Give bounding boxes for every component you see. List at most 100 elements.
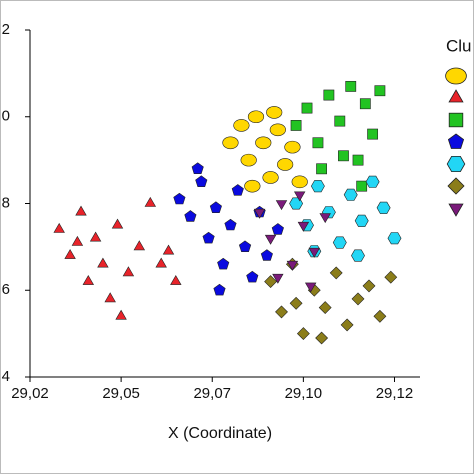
point [255,136,272,150]
point [293,191,306,202]
x-axis-label: X (Coordinate) [168,425,272,442]
point [264,234,277,245]
point [290,120,302,131]
legend-marker [448,89,464,103]
point [356,180,368,192]
point [289,296,303,310]
point [318,301,332,315]
point [351,249,365,262]
point [373,309,387,323]
point [244,179,261,193]
point [262,171,279,184]
point [224,218,237,231]
point [222,136,239,150]
point [217,257,230,270]
point [233,119,250,132]
point [352,154,364,166]
legend-marker [448,203,464,217]
point [173,192,186,205]
y-tick-label: 6 [2,281,10,298]
point [308,247,321,258]
point [297,221,310,232]
point [97,257,109,268]
y-tick-label: 8 [2,194,10,211]
point [202,231,215,244]
legend-marker [447,133,465,149]
point [384,270,398,284]
x-tick-label: 29,07 [193,385,231,402]
y-tick-label: 4 [2,368,10,385]
point [367,128,379,140]
point [264,275,278,289]
point [89,231,102,242]
point [266,106,283,119]
point [75,205,87,216]
point [170,275,182,285]
point [191,162,204,174]
legend-marker [447,177,465,195]
point [271,223,284,235]
point [296,327,310,341]
point [275,305,288,319]
point [115,309,127,320]
point [334,115,346,127]
point [329,266,343,280]
point [312,137,324,149]
point [260,249,273,261]
point [111,218,124,229]
point [133,240,146,251]
legend-title: Clu [446,36,472,55]
x-tick-label: 29,02 [11,385,49,402]
point [343,188,358,201]
point [104,292,116,303]
point [310,180,325,193]
point [238,240,252,252]
point [231,184,244,196]
x-tick-label: 29,05 [102,385,140,402]
point [354,214,369,227]
point [316,163,327,175]
point [195,175,208,187]
x-tick-label: 29,12 [376,385,414,402]
point [64,249,76,259]
point [155,257,167,268]
point [272,273,284,284]
legend-marker [448,112,464,128]
point [246,270,259,283]
y-tick-label: 0 [2,108,10,125]
point [374,85,386,97]
point [359,98,371,110]
point [376,201,391,214]
point [286,260,299,271]
point [362,279,376,293]
point [301,102,313,114]
point [351,292,365,306]
point [162,244,175,255]
point [213,283,226,296]
point [247,110,265,124]
point [332,236,347,249]
point [365,175,380,188]
point [323,89,335,101]
point [71,235,84,246]
point [277,158,294,171]
point [387,232,402,245]
legend-marker [446,155,466,173]
point [340,318,354,332]
point [269,123,286,137]
point [253,208,266,219]
point [209,201,222,213]
point [291,175,308,189]
point [122,266,135,277]
x-tick-label: 29,10 [285,385,323,402]
legend-marker [445,67,467,85]
point [338,150,349,162]
point [82,275,95,285]
point [304,282,317,293]
point [240,153,257,167]
point [284,140,301,154]
y-tick-label: 2 [2,21,10,38]
point [184,210,197,222]
